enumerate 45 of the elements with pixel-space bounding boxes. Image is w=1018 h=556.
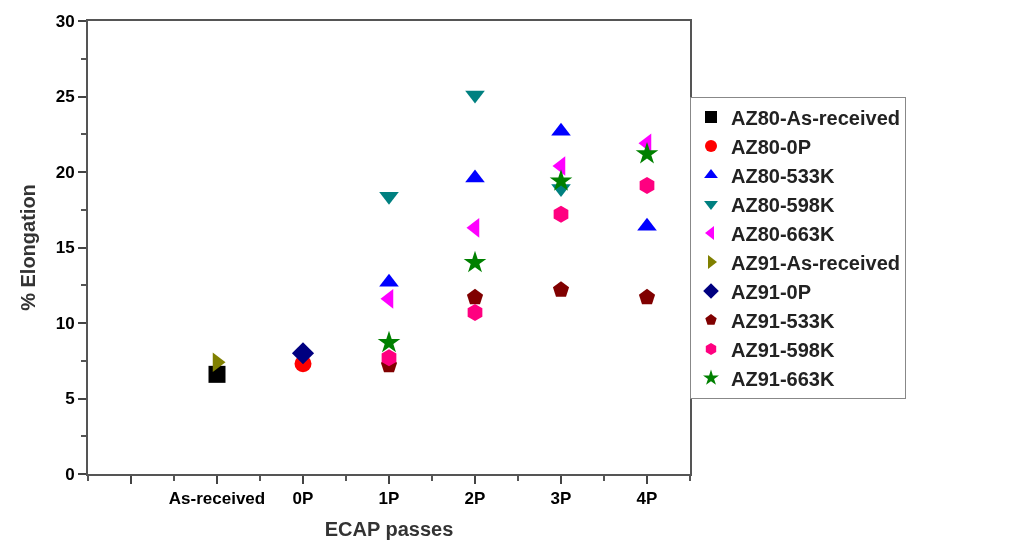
legend-label: AZ80-As-received <box>731 106 900 129</box>
legend-label: AZ91-533K <box>731 309 835 332</box>
x-tick-label: 4P <box>636 489 658 509</box>
legend-label: AZ91-0P <box>731 280 812 303</box>
point <box>637 217 657 231</box>
point <box>466 218 480 238</box>
point <box>381 349 397 367</box>
point <box>553 205 569 223</box>
legend-label: AZ91-663K <box>731 367 835 390</box>
point <box>635 141 659 164</box>
point <box>549 169 573 191</box>
point <box>552 156 566 176</box>
y-axis-title: % Elongation <box>16 184 39 311</box>
point <box>639 177 655 195</box>
y-tick-label: 30 <box>55 11 75 31</box>
legend-label: AZ80-598K <box>731 193 835 216</box>
y-tick-label: 25 <box>55 87 75 107</box>
point <box>552 281 570 297</box>
y-tick-label: 0 <box>65 464 75 484</box>
legend-label: AZ80-663K <box>731 222 835 245</box>
legend-label: AZ80-0P <box>731 135 812 158</box>
y-tick-label: 15 <box>55 238 75 258</box>
point <box>379 273 399 287</box>
y-tick-label: 10 <box>55 313 75 333</box>
y-tick-label: 5 <box>65 389 75 409</box>
point <box>380 289 394 309</box>
point <box>465 169 485 183</box>
x-tick-label: 3P <box>550 489 572 509</box>
point <box>638 288 656 305</box>
point <box>551 122 571 136</box>
x-tick-label: 1P <box>378 489 400 509</box>
point <box>291 342 315 365</box>
legend-label: AZ91-598K <box>731 338 835 361</box>
point <box>467 303 483 321</box>
x-axis-title: ECAP passes <box>324 518 454 541</box>
x-tick-label: 0P <box>292 489 314 509</box>
point <box>466 288 484 305</box>
point <box>463 250 487 273</box>
x-tick-label: As-received <box>168 489 266 509</box>
legend-label: AZ91-As-received <box>731 251 900 274</box>
y-tick-label: 20 <box>55 162 75 182</box>
legend-label: AZ80-533K <box>731 164 835 187</box>
point <box>208 365 226 383</box>
point <box>377 330 401 353</box>
x-tick-label: 2P <box>464 489 486 509</box>
